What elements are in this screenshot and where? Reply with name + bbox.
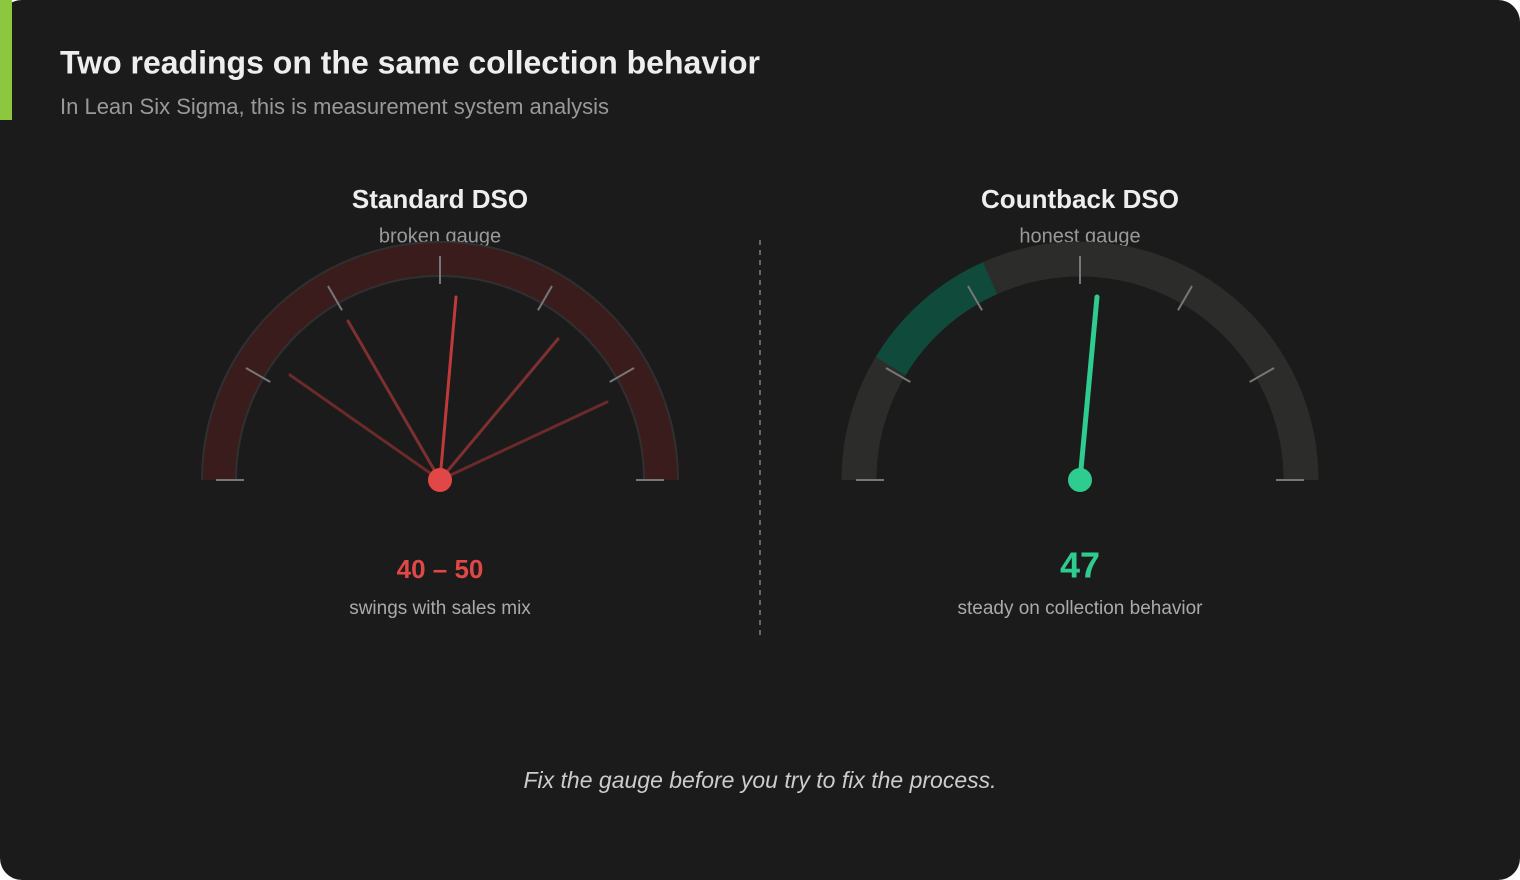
needle-hub: [428, 468, 452, 492]
gauge-title: Standard DSO: [352, 184, 528, 214]
gauge-standard: Standard DSO broken gauge 40 – 50 swings…: [201, 184, 679, 619]
tick: [327, 285, 343, 311]
title: Two readings on the same collection beha…: [60, 44, 760, 80]
tick: [1249, 367, 1275, 383]
tick: [245, 367, 271, 383]
gauge-reading: 47: [1060, 545, 1100, 586]
tick: [967, 285, 983, 311]
needle: [438, 295, 458, 482]
accent-bar: [0, 0, 12, 120]
needles: [288, 295, 609, 482]
needle: [1077, 294, 1100, 483]
gauge-subtitle: honest gauge: [1019, 225, 1140, 247]
gauge-outline: [201, 241, 679, 481]
needle-hub: [1068, 468, 1092, 492]
gauge-countback: Countback DSO honest gauge 47 steady on …: [841, 184, 1319, 619]
needle: [288, 373, 442, 482]
tick: [537, 285, 553, 311]
gauge-reading: 40 – 50: [397, 554, 484, 584]
ticks: [216, 256, 664, 481]
tick: [1177, 285, 1193, 311]
gauge-subtitle: broken gauge: [379, 225, 501, 247]
gauge-target-zone: [875, 262, 998, 376]
ticks: [856, 256, 1304, 481]
needle: [346, 319, 442, 482]
tick: [609, 367, 635, 383]
subtitle: In Lean Six Sigma, this is measurement s…: [60, 94, 609, 119]
gauge-title: Countback DSO: [981, 184, 1179, 214]
gauge-caption: swings with sales mix: [349, 598, 531, 619]
needle: [438, 400, 609, 482]
needle: [438, 337, 560, 482]
tick: [885, 367, 911, 383]
gauge-caption: steady on collection behavior: [957, 598, 1203, 619]
footer-note: Fix the gauge before you try to fix the …: [523, 767, 996, 793]
